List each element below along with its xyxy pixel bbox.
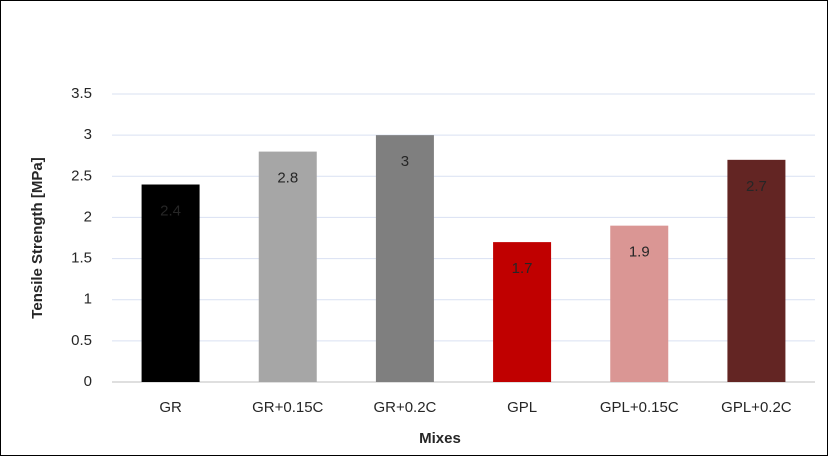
bar bbox=[258, 151, 317, 382]
bar bbox=[610, 225, 669, 382]
y-tick-label: 1 bbox=[84, 291, 92, 308]
bar bbox=[141, 184, 200, 382]
y-tick-label: 3 bbox=[84, 126, 92, 143]
y-axis-title: Tensile Strength [MPa] bbox=[29, 157, 46, 318]
x-tick-label: GR bbox=[159, 399, 182, 416]
x-tick-label: GPL+0.2C bbox=[721, 399, 792, 416]
bar bbox=[375, 135, 434, 382]
y-tick-label: 2 bbox=[84, 208, 92, 225]
bar bbox=[493, 242, 552, 382]
y-tick-label: 1.5 bbox=[71, 250, 92, 267]
x-tick-label: GPL bbox=[507, 399, 537, 416]
y-tick-label: 0.5 bbox=[71, 332, 92, 349]
data-label: 3 bbox=[401, 153, 409, 170]
x-axis-title: Mixes bbox=[419, 430, 461, 447]
y-tick-label: 0 bbox=[84, 373, 92, 390]
y-tick-label: 2.5 bbox=[71, 167, 92, 184]
y-tick-label: 3.5 bbox=[71, 85, 92, 102]
x-tick-label: GR+0.2C bbox=[373, 399, 436, 416]
x-tick-label: GPL+0.15C bbox=[600, 399, 679, 416]
x-tick-label: GR+0.15C bbox=[252, 399, 323, 416]
data-label: 2.7 bbox=[746, 178, 767, 195]
data-label: 1.9 bbox=[629, 244, 650, 261]
bar bbox=[727, 159, 786, 382]
data-label: 2.8 bbox=[277, 170, 298, 187]
data-label: 2.4 bbox=[160, 202, 181, 219]
data-label: 1.7 bbox=[512, 260, 533, 277]
